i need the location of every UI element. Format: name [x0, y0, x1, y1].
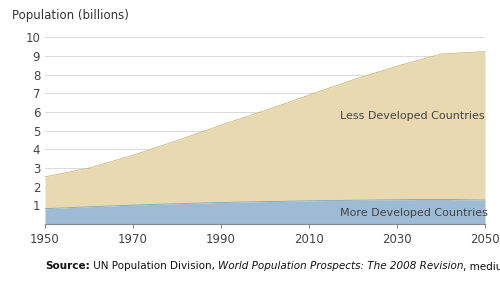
Text: Population (billions): Population (billions): [12, 9, 129, 22]
Text: Source:: Source:: [45, 261, 90, 271]
Text: World Population Prospects: The 2008 Revision: World Population Prospects: The 2008 Rev…: [218, 261, 464, 271]
Text: More Developed Countries: More Developed Countries: [340, 208, 488, 218]
Text: Less Developed Countries: Less Developed Countries: [340, 111, 484, 121]
Text: , medium variant (2009).: , medium variant (2009).: [464, 261, 500, 271]
Text: UN Population Division,: UN Population Division,: [90, 261, 218, 271]
